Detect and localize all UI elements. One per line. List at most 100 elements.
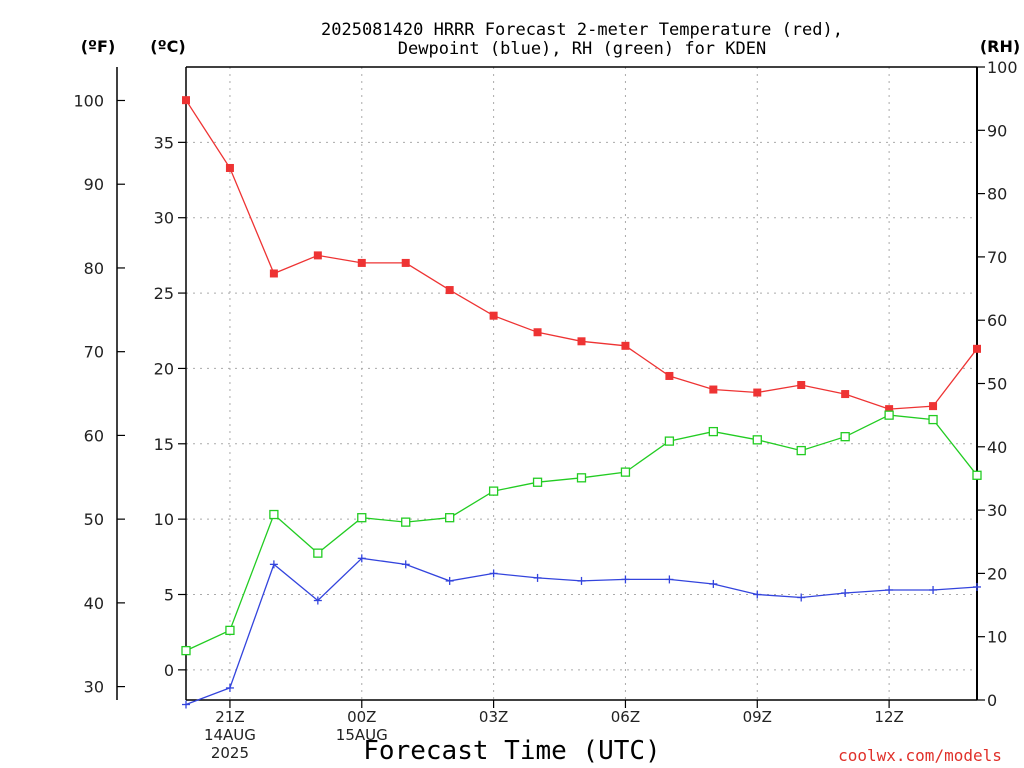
data-point-rh	[840, 432, 850, 442]
data-point-rh	[708, 426, 718, 437]
x-tick-label: 00Z	[347, 708, 376, 726]
series-layer	[181, 96, 982, 709]
celsius-tick-label: 20	[154, 359, 174, 378]
fahrenheit-tick-label: 80	[84, 259, 104, 278]
data-point-dewpoint	[445, 576, 454, 585]
data-point-rh	[928, 414, 938, 425]
data-point-temperature	[182, 96, 190, 105]
fahrenheit-tick-label: 90	[84, 175, 104, 194]
data-point-temperature	[533, 328, 542, 337]
data-point-temperature	[885, 405, 894, 414]
rh-tick-label: 60	[987, 311, 1007, 330]
fahrenheit-tick-label: 60	[84, 426, 104, 445]
series-line-temperature	[185, 99, 978, 410]
data-point-rh	[269, 509, 279, 520]
data-point-temperature	[929, 402, 938, 411]
data-point-rh	[664, 436, 675, 446]
data-point-temperature	[709, 385, 718, 394]
celsius-tick-label: 30	[154, 209, 174, 228]
data-point-dewpoint	[797, 593, 806, 602]
data-point-rh	[357, 513, 367, 523]
x-tick-label: 2025	[211, 744, 249, 762]
data-point-dewpoint	[709, 579, 718, 588]
data-point-dewpoint	[357, 554, 366, 563]
data-point-dewpoint	[753, 590, 762, 599]
celsius-tick-label: 15	[154, 435, 174, 454]
data-point-dewpoint	[313, 596, 322, 605]
rh-tick-label: 20	[987, 564, 1007, 583]
chart-title: 2025081420 HRRR Forecast 2-meter Tempera…	[321, 20, 843, 59]
data-point-temperature	[401, 258, 410, 267]
data-point-rh	[796, 445, 806, 456]
data-point-dewpoint	[885, 585, 894, 594]
data-point-dewpoint	[841, 588, 850, 597]
data-point-temperature	[489, 311, 498, 320]
data-point-dewpoint	[665, 575, 674, 584]
data-point-dewpoint	[577, 576, 586, 585]
data-point-temperature	[577, 337, 586, 346]
fahrenheit-tick-label: 100	[73, 91, 104, 110]
data-point-dewpoint	[621, 575, 630, 584]
credit-label: coolwx.com/models	[838, 746, 1002, 765]
data-point-rh	[532, 477, 543, 487]
fahrenheit-tick-label: 30	[84, 678, 104, 697]
data-point-temperature	[797, 381, 806, 390]
rh-tick-label: 70	[987, 248, 1007, 267]
fahrenheit-tick-label: 50	[84, 510, 104, 529]
axis-layer: 0510152025303530405060708090100010203040…	[73, 58, 1017, 762]
rh-tick-label: 100	[987, 58, 1018, 77]
rh-tick-label: 80	[987, 185, 1007, 204]
data-point-rh	[488, 486, 499, 496]
x-tick-label: 06Z	[611, 708, 640, 726]
x-tick-label: 03Z	[479, 708, 508, 726]
rh-tick-label: 90	[987, 121, 1007, 140]
data-point-dewpoint	[182, 700, 190, 709]
x-axis-label: Forecast Time (UTC)	[363, 736, 660, 766]
data-point-temperature	[841, 390, 850, 399]
fahrenheit-tick-label: 70	[84, 343, 104, 362]
x-tick-label: 12Z	[874, 708, 903, 726]
data-point-temperature	[225, 163, 234, 172]
celsius-tick-label: 10	[154, 510, 174, 529]
data-point-temperature	[665, 371, 674, 380]
data-point-rh	[576, 473, 587, 483]
data-point-rh	[884, 410, 894, 420]
data-point-dewpoint	[489, 569, 498, 578]
data-point-temperature	[753, 388, 762, 397]
celsius-tick-label: 35	[154, 133, 174, 152]
data-point-temperature	[621, 341, 630, 350]
data-point-dewpoint	[401, 560, 410, 569]
series-line-rh	[185, 414, 978, 652]
data-point-temperature	[357, 258, 366, 267]
x-tick-label: 21Z	[215, 708, 244, 726]
x-tick-label: 09Z	[743, 708, 772, 726]
data-point-dewpoint	[973, 582, 981, 591]
data-point-dewpoint	[533, 573, 542, 582]
rh-tick-label: 40	[987, 438, 1007, 457]
rh-tick-label: 0	[987, 691, 997, 710]
celsius-unit-label: (ºC)	[150, 37, 185, 56]
fahrenheit-unit-label: (ºF)	[81, 37, 116, 56]
data-point-rh	[225, 625, 235, 636]
rh-tick-label: 50	[987, 375, 1007, 394]
data-point-rh	[181, 645, 191, 656]
data-point-temperature	[445, 286, 454, 295]
data-point-temperature	[973, 344, 981, 353]
data-point-dewpoint	[225, 683, 234, 692]
data-point-rh	[445, 513, 455, 523]
x-tick-label: 15AUG	[336, 726, 388, 744]
rh-tick-label: 10	[987, 628, 1007, 647]
data-point-rh	[752, 435, 762, 445]
data-point-rh	[972, 470, 982, 480]
data-point-temperature	[269, 269, 278, 278]
chart-title-line-2: Dewpoint (blue), RH (green) for KDEN	[398, 39, 766, 59]
data-point-rh	[313, 548, 323, 558]
rh-tick-label: 30	[987, 501, 1007, 520]
celsius-tick-label: 5	[164, 586, 174, 605]
grid-layer	[186, 67, 977, 700]
data-point-temperature	[313, 251, 322, 260]
celsius-tick-label: 25	[154, 284, 174, 303]
celsius-tick-label: 0	[164, 661, 174, 680]
data-point-rh	[401, 517, 411, 527]
